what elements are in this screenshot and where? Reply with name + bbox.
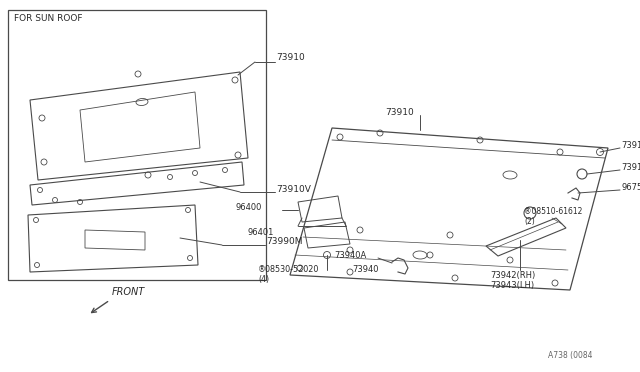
Text: ®08510-61612
(2): ®08510-61612 (2) [524,207,582,227]
Text: FOR SUN ROOF: FOR SUN ROOF [14,14,83,23]
Text: A738 (0084: A738 (0084 [548,351,593,360]
Bar [8,10,266,280]
Text: 96401: 96401 [248,228,275,237]
Text: 73910: 73910 [276,54,305,62]
Text: 73910F: 73910F [621,141,640,150]
Text: 73910: 73910 [386,108,414,117]
Text: 96400: 96400 [235,202,261,212]
Text: 73940A: 73940A [334,250,366,260]
Text: ®08530-52020
(4): ®08530-52020 (4) [258,265,319,285]
Text: 73914F: 73914F [621,163,640,171]
Text: 73940: 73940 [352,265,378,274]
Text: 73990M: 73990M [266,237,303,247]
Text: 73942(RH)
73943(LH): 73942(RH) 73943(LH) [490,271,535,291]
Text: 73910V: 73910V [276,185,311,193]
Text: FRONT: FRONT [112,287,145,297]
Text: 96750: 96750 [621,183,640,192]
